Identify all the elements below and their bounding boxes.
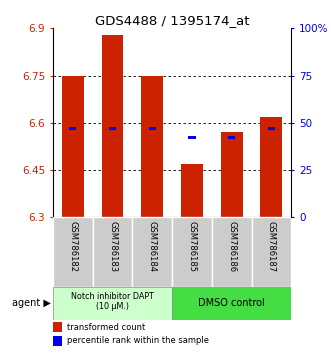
Bar <box>132 217 172 287</box>
Text: GSM786186: GSM786186 <box>227 221 236 272</box>
Bar <box>53 336 63 346</box>
Bar <box>252 217 291 287</box>
Bar <box>212 217 252 287</box>
Bar <box>260 116 282 217</box>
Bar <box>53 217 93 287</box>
Bar <box>221 132 243 217</box>
Text: GSM786184: GSM786184 <box>148 221 157 272</box>
Bar <box>62 76 84 217</box>
Bar <box>53 322 63 332</box>
Bar <box>172 217 212 287</box>
Bar <box>141 76 163 217</box>
Bar <box>172 287 291 320</box>
Text: GSM786185: GSM786185 <box>187 221 197 272</box>
Bar <box>181 164 203 217</box>
Text: GSM786187: GSM786187 <box>267 221 276 272</box>
Bar <box>69 127 76 130</box>
Bar <box>149 127 156 130</box>
Bar <box>188 136 196 139</box>
Bar <box>102 35 123 217</box>
Bar <box>109 127 116 130</box>
Title: GDS4488 / 1395174_at: GDS4488 / 1395174_at <box>95 14 249 27</box>
Text: Notch inhibitor DAPT
(10 μM.): Notch inhibitor DAPT (10 μM.) <box>71 292 154 312</box>
Bar <box>53 287 172 320</box>
Text: percentile rank within the sample: percentile rank within the sample <box>67 336 209 346</box>
Text: GSM786182: GSM786182 <box>68 221 77 272</box>
Text: DMSO control: DMSO control <box>198 298 265 308</box>
Bar <box>268 127 275 130</box>
Text: transformed count: transformed count <box>67 323 146 332</box>
Text: GSM786183: GSM786183 <box>108 221 117 272</box>
Bar <box>93 217 132 287</box>
Bar <box>228 136 235 139</box>
Text: agent ▶: agent ▶ <box>12 298 51 308</box>
